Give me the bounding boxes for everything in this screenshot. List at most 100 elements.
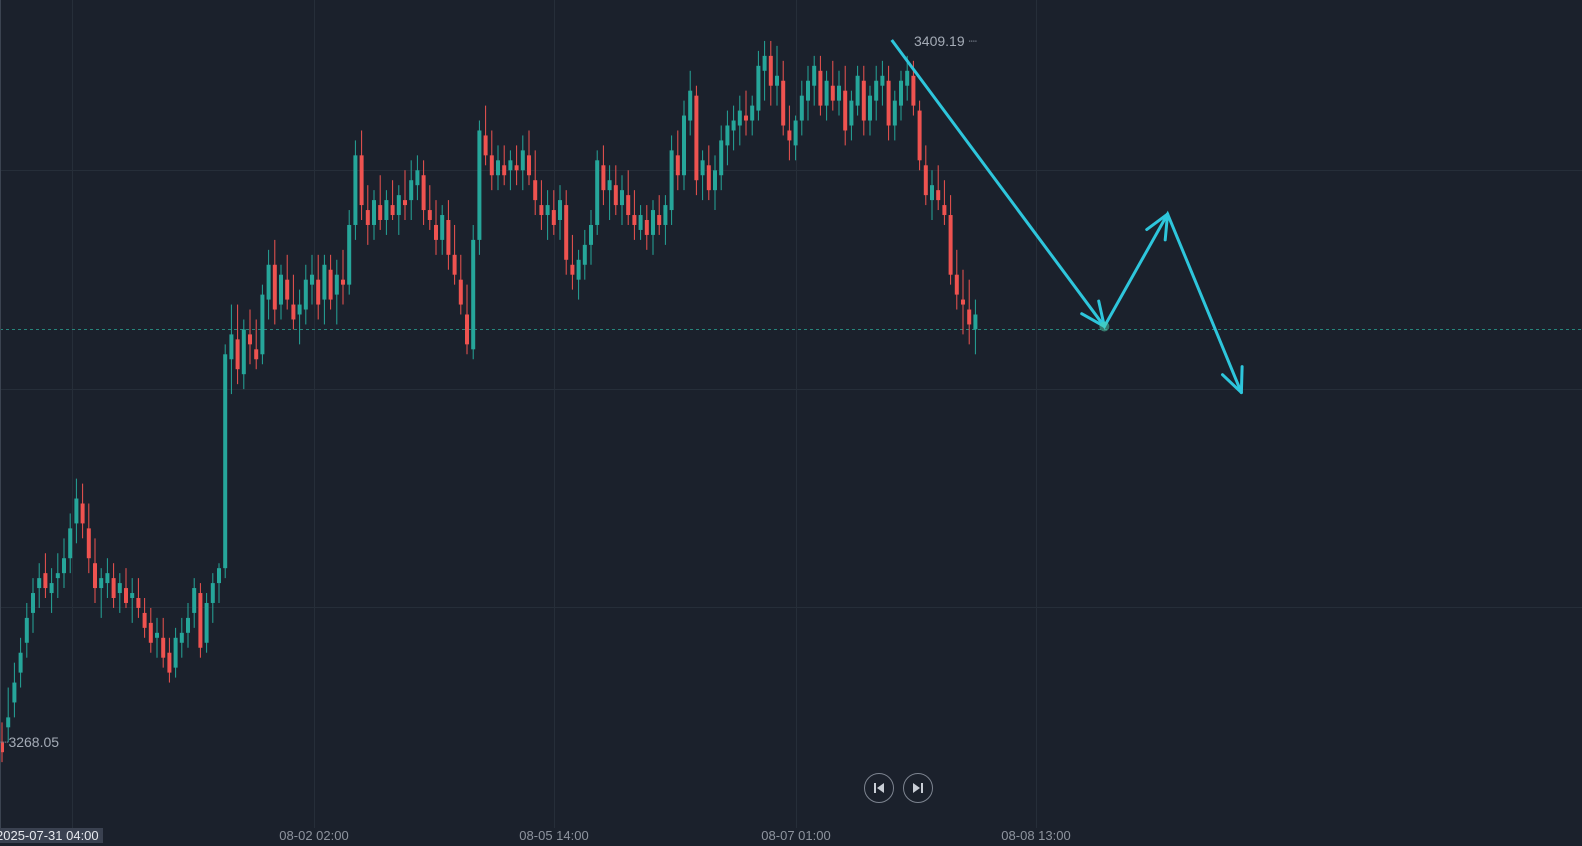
arrowhead-down-end [1221, 373, 1243, 395]
candle-body [440, 215, 445, 240]
candle [161, 617, 166, 668]
time-axis-tick: 08-02 02:00 [279, 828, 349, 843]
candle [415, 155, 420, 201]
candle-body [328, 269, 333, 300]
time-axis-cursor-label: 2025-07-31 04:00 [0, 828, 103, 843]
arrowhead-up [1145, 212, 1170, 232]
candle-body [923, 165, 928, 196]
candle-body [43, 573, 48, 589]
candle-body [434, 224, 438, 240]
candle-body [130, 593, 135, 599]
candle [564, 190, 569, 275]
candle [217, 563, 221, 603]
candle-body [55, 573, 60, 579]
candle [353, 140, 358, 240]
candle [775, 45, 779, 106]
candle [768, 40, 773, 106]
trend-drawing[interactable] [890, 39, 1244, 395]
candle [682, 100, 686, 191]
candle [279, 264, 283, 320]
candle-body [967, 309, 972, 325]
candle [204, 593, 209, 653]
candle [186, 602, 190, 648]
candle [111, 563, 116, 608]
candle-body [316, 279, 321, 305]
candle-body [644, 220, 649, 235]
candle-body [74, 498, 79, 524]
candle [651, 200, 655, 255]
candle [43, 553, 48, 599]
candle [93, 538, 97, 603]
candle-body [558, 200, 562, 221]
candle [446, 200, 451, 270]
candle-body [545, 205, 550, 216]
candle-body [868, 95, 872, 121]
candle-body [564, 205, 569, 260]
candle [229, 304, 234, 395]
candle [167, 637, 172, 683]
candle-body [285, 279, 290, 300]
candle-body [37, 578, 42, 589]
candle-body [663, 205, 668, 225]
candle-body [620, 190, 624, 206]
candle [291, 274, 296, 330]
candle-body [254, 349, 259, 360]
scroll-to-end-button[interactable] [903, 773, 933, 803]
candle [440, 205, 445, 255]
candle [378, 175, 383, 230]
candle [341, 249, 345, 305]
candle [303, 264, 308, 325]
candle-body [812, 65, 817, 86]
candle [750, 95, 755, 136]
candle-body [824, 80, 829, 106]
candle-body [0, 742, 4, 753]
candle [465, 284, 469, 355]
candle [595, 150, 600, 235]
candle [539, 180, 544, 230]
candle [520, 135, 525, 191]
candle-body [483, 135, 488, 156]
candle [713, 155, 717, 211]
candle [297, 289, 302, 345]
candle [886, 65, 891, 141]
candle-body [657, 215, 662, 225]
candle-body [806, 80, 810, 101]
candle-body [365, 210, 370, 225]
candle-body [688, 90, 693, 121]
candle-body [936, 190, 941, 201]
skip-forward-icon [913, 783, 923, 793]
candle [880, 60, 885, 106]
candle [452, 224, 457, 285]
candle-body [161, 637, 166, 658]
candle [80, 483, 85, 539]
candle-body [31, 593, 35, 613]
candle [372, 190, 376, 240]
candle [868, 85, 872, 136]
candle-body [651, 210, 655, 235]
candle-body [613, 185, 618, 206]
candle [967, 279, 972, 345]
candle-body [781, 80, 786, 126]
scroll-to-start-button[interactable] [864, 773, 894, 803]
candle [328, 254, 333, 310]
candle [434, 200, 438, 255]
candle-body [6, 717, 11, 728]
candle-body [595, 160, 600, 225]
candle-body [737, 110, 742, 126]
candle [0, 722, 4, 763]
candle [260, 284, 265, 365]
candle-body [632, 215, 637, 225]
candle-body [514, 165, 519, 171]
candle-body [136, 598, 141, 608]
candle-body [638, 215, 643, 230]
candle-body [830, 85, 835, 101]
candle [688, 70, 693, 136]
candle [198, 583, 203, 658]
candle [12, 662, 17, 718]
candle-body [86, 528, 91, 559]
candle [285, 254, 290, 310]
candle-body [880, 75, 885, 86]
candle-body [527, 155, 531, 176]
candle-body [266, 264, 271, 300]
